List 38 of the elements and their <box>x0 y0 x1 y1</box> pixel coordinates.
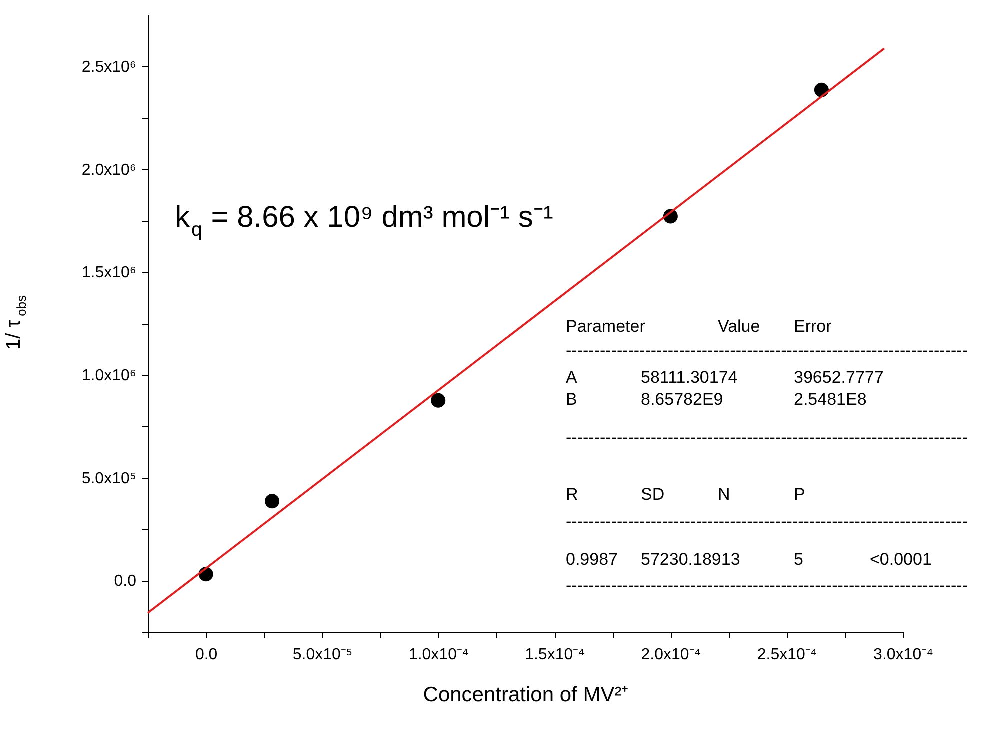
y-tick-label: 0.0 <box>114 573 137 590</box>
annotation: 2.5481E8 <box>794 390 867 409</box>
annotation: <0.0001 <box>870 550 932 569</box>
annotation: Parameter <box>566 317 646 336</box>
x-tick-label: 3.0x10⁻⁴ <box>874 646 934 664</box>
x-tick-label: 0.0 <box>195 646 218 664</box>
y-tick-label: 1.5x10⁶ <box>82 264 136 282</box>
annotation: R <box>566 485 578 504</box>
x-tick-label: 2.0x10⁻⁴ <box>641 646 702 664</box>
x-tick-label: 2.5x10⁻⁴ <box>757 646 818 664</box>
annotation: ----------------------------------------------------------------------- <box>566 341 968 360</box>
point <box>265 494 280 509</box>
point <box>431 393 446 408</box>
annotation: 39652.7777 <box>794 368 884 387</box>
annotation: ----------------------------------------------------------------------- <box>566 428 968 447</box>
x-tick-label: 5.0x10⁻⁵ <box>292 646 353 664</box>
annotation: ----------------------------------------------------------------------- <box>566 512 968 531</box>
annotation: N <box>718 485 730 504</box>
y-tick-label: 2.5x10⁶ <box>82 58 136 76</box>
annotation: 0.9987 <box>566 550 618 569</box>
y-axis-title: 1/ τobs <box>3 294 29 350</box>
annotation: SD <box>641 485 665 504</box>
x-tick-label: 1.0x10⁻⁴ <box>408 646 469 664</box>
annotation: 8.65782E9 <box>641 390 724 409</box>
annotation: Value <box>718 317 760 336</box>
annotation: B <box>566 390 578 409</box>
annotation: 57230.18913 <box>641 550 740 569</box>
annotation: 5 <box>794 550 804 569</box>
annotation: P <box>794 485 806 504</box>
y-tick-label: 2.0x10⁶ <box>82 162 136 179</box>
annotation: ----------------------------------------------------------------------- <box>566 576 968 595</box>
annotation: Error <box>794 317 832 336</box>
x-tick-label: 1.5x10⁻⁴ <box>525 646 586 664</box>
x-axis-title: Concentration of MV²⁺ <box>423 684 629 706</box>
annotation: 58111.30174 <box>641 368 738 387</box>
annotation: A <box>566 368 578 387</box>
y-tick-label: 5.0x10⁵ <box>82 470 136 488</box>
y-tick-label: 1.0x10⁶ <box>82 367 136 384</box>
